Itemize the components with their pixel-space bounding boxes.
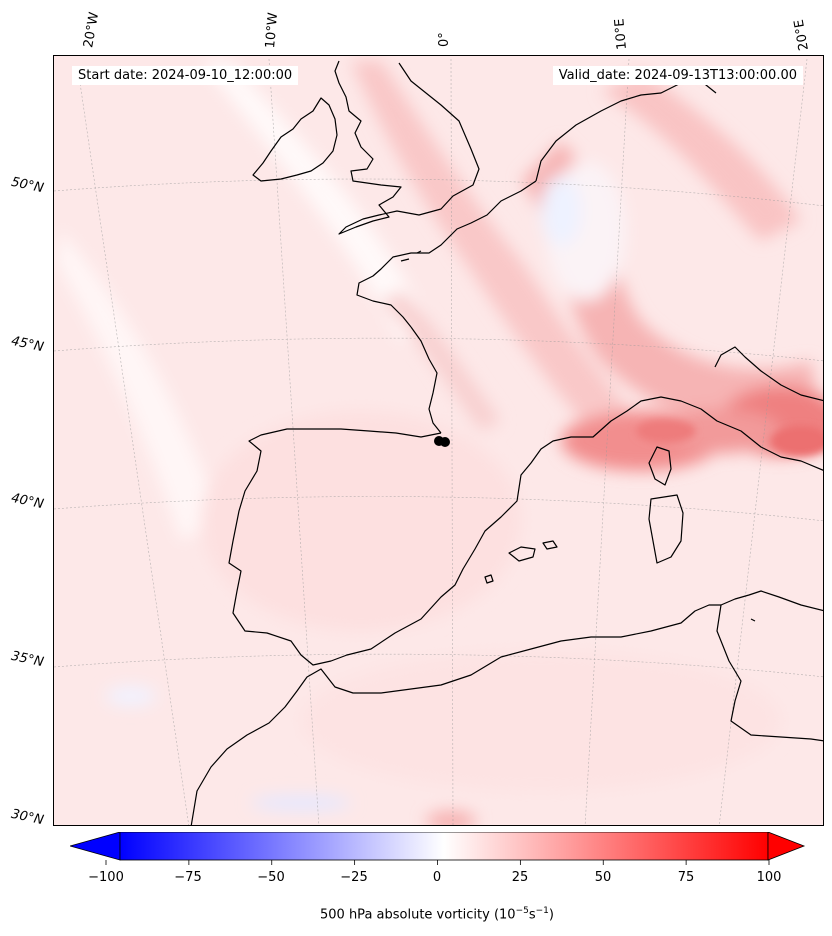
lon-label-20w: 20°W (81, 11, 103, 50)
colorbar-ticks (105, 860, 770, 865)
coast-corsica (648, 446, 672, 486)
lon-label-10w: 10°W (263, 11, 282, 49)
coast-sardinia (648, 494, 684, 564)
colorbar (70, 832, 806, 865)
coast-italy (714, 346, 823, 402)
coast-mallorca (508, 546, 536, 562)
map-panel[interactable]: Start date: 2024-09-10_12:00:00 Valid_da… (53, 55, 824, 826)
colorbar-extend-high (767, 832, 806, 861)
lon-label-10e: 10°E (612, 17, 630, 51)
lon-label-20e: 20°E (791, 18, 812, 52)
graticule (54, 58, 823, 825)
colorbar-label: 500 hPa absolute vorticity (10−5s−1) (320, 906, 554, 923)
lat-label-45n: 45°N (9, 333, 45, 356)
colorbar-extend-low (70, 832, 121, 861)
lat-label-40n: 40°N (9, 490, 45, 513)
valid-date-label: Valid_date: 2024-09-13T13:00:00.00 (552, 66, 803, 85)
coast-france-west (410, 326, 442, 434)
coast-france-north (356, 180, 537, 328)
colorbar-gradient (119, 832, 769, 861)
colorbar-tick-label: 25 (511, 870, 529, 885)
colorbar-tick-label: 75 (677, 870, 695, 885)
vorticity-field (54, 56, 823, 825)
colorbar-tick-label: −25 (340, 870, 368, 885)
coastlines (190, 60, 823, 825)
coast-ibiza (484, 574, 494, 584)
location-marker[interactable] (434, 436, 450, 447)
lat-label-50n: 50°N (9, 174, 45, 197)
colorbar-tick-label: −100 (88, 870, 124, 885)
colorbar-tick-label: 50 (594, 870, 612, 885)
colorbar-tick-label: 100 (756, 870, 782, 885)
map-canvas (54, 56, 823, 825)
coast-north-africa (190, 590, 823, 825)
coast-tunisia (716, 604, 823, 742)
colorbar-tick-label: 0 (432, 870, 442, 885)
lon-label-0: 0° (437, 32, 452, 47)
start-date-label: Start date: 2024-09-10_12:00:00 (72, 66, 299, 85)
lat-label-35n: 35°N (9, 648, 45, 671)
lat-label-30n: 30°N (9, 806, 45, 829)
coast-great-britain (334, 60, 480, 235)
colorbar-tick-label: −75 (174, 870, 202, 885)
coast-ireland (252, 97, 338, 182)
coast-menorca (542, 540, 558, 550)
coast-iberia (228, 396, 823, 666)
coast-islands-small (400, 250, 756, 622)
colorbar-tick-label: −50 (257, 870, 285, 885)
